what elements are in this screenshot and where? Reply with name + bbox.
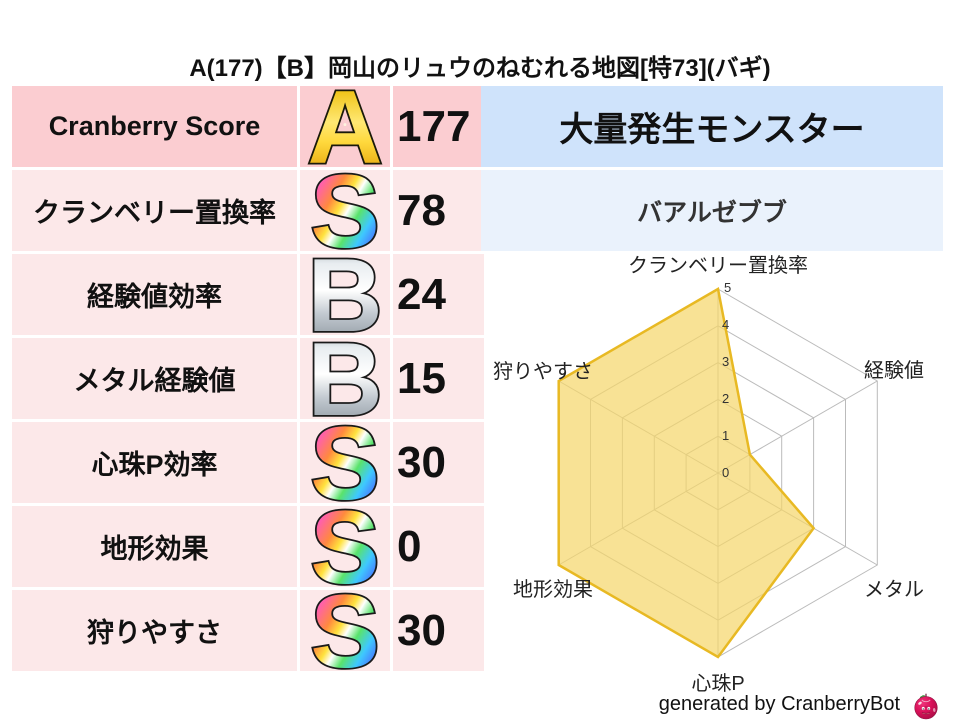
svg-text:メタル: メタル — [864, 578, 924, 601]
svg-text:地形効果: 地形効果 — [513, 578, 593, 601]
svg-text:経験値: 経験値 — [864, 359, 924, 382]
svg-text:3: 3 — [722, 354, 729, 369]
svg-text:4: 4 — [722, 317, 729, 332]
svg-text:0: 0 — [722, 465, 729, 480]
svg-text:心珠P: 心珠P — [691, 672, 744, 695]
svg-text:狩りやすさ: 狩りやすさ — [493, 360, 593, 383]
svg-text:2: 2 — [722, 391, 729, 406]
svg-text:クランベリー置換率: クランベリー置換率 — [628, 254, 808, 277]
svg-text:1: 1 — [722, 428, 729, 443]
svg-text:5: 5 — [724, 280, 731, 295]
